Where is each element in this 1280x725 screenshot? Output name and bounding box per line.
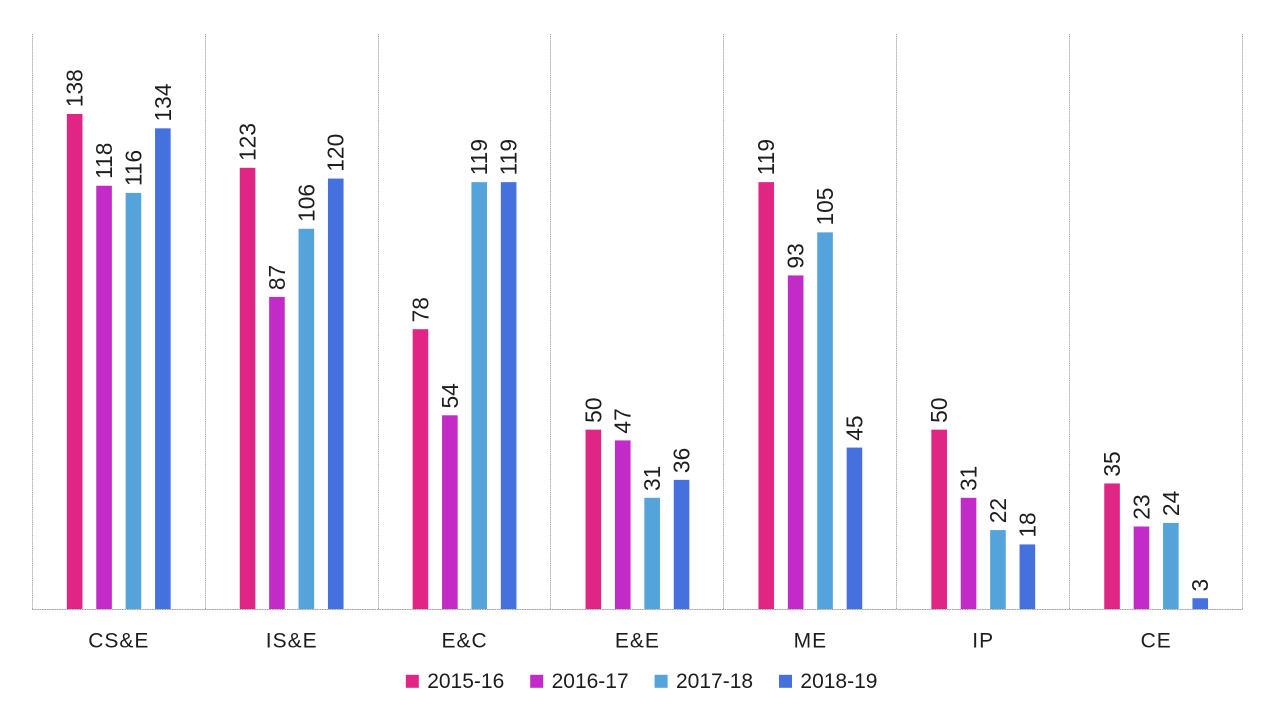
svg-text:118: 118 (91, 143, 117, 179)
svg-text:119: 119 (496, 139, 522, 175)
svg-text:134: 134 (150, 83, 176, 121)
svg-text:35: 35 (1099, 451, 1125, 476)
svg-text:47: 47 (610, 408, 636, 433)
svg-text:E&C: E&C (442, 630, 488, 653)
svg-text:24: 24 (1158, 490, 1184, 516)
svg-text:87: 87 (264, 265, 290, 290)
svg-text:18: 18 (1014, 512, 1040, 537)
svg-text:106: 106 (293, 184, 319, 222)
svg-text:78: 78 (407, 297, 433, 322)
svg-text:2017-18: 2017-18 (676, 670, 753, 693)
svg-text:CS&E: CS&E (88, 630, 149, 653)
svg-text:119: 119 (466, 139, 492, 175)
svg-text:116: 116 (120, 150, 146, 186)
svg-text:138: 138 (62, 69, 88, 107)
svg-text:31: 31 (955, 466, 981, 491)
svg-text:3: 3 (1187, 579, 1213, 592)
svg-text:22: 22 (985, 498, 1011, 523)
svg-text:31: 31 (639, 466, 665, 491)
svg-text:2016-17: 2016-17 (552, 670, 629, 693)
svg-text:54: 54 (437, 383, 463, 409)
svg-text:IP: IP (972, 630, 994, 653)
svg-text:2018-19: 2018-19 (800, 670, 877, 693)
svg-text:50: 50 (580, 397, 606, 422)
svg-text:50: 50 (926, 397, 952, 422)
svg-text:93: 93 (783, 243, 809, 268)
svg-text:23: 23 (1128, 494, 1154, 519)
svg-text:CE: CE (1141, 630, 1172, 653)
svg-text:119: 119 (753, 139, 779, 175)
svg-text:IS&E: IS&E (266, 630, 318, 653)
svg-text:36: 36 (668, 448, 694, 473)
svg-text:123: 123 (234, 123, 260, 161)
svg-text:105: 105 (812, 188, 838, 226)
svg-text:45: 45 (841, 415, 867, 440)
svg-text:ME: ME (794, 630, 828, 653)
svg-text:120: 120 (323, 134, 349, 172)
svg-text:2015-16: 2015-16 (427, 670, 504, 693)
svg-text:E&E: E&E (615, 630, 660, 653)
